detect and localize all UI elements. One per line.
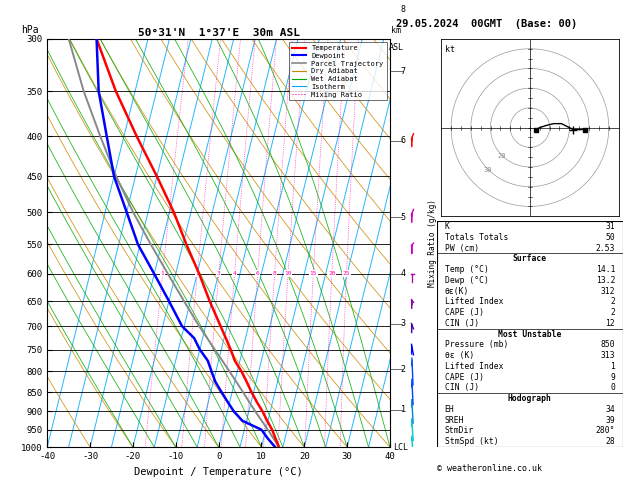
Text: 2: 2 [610, 308, 615, 317]
Text: 2.53: 2.53 [596, 243, 615, 253]
Text: SREH: SREH [445, 416, 464, 425]
Text: 1: 1 [161, 271, 165, 276]
Text: kt: kt [445, 45, 455, 54]
Text: 14.1: 14.1 [596, 265, 615, 274]
Title: 50°31'N  1°37'E  30m ASL: 50°31'N 1°37'E 30m ASL [138, 28, 299, 38]
Text: 15: 15 [309, 271, 317, 276]
Text: 3: 3 [217, 271, 221, 276]
Text: 39: 39 [606, 416, 615, 425]
Text: CIN (J): CIN (J) [445, 319, 479, 328]
Text: 7: 7 [401, 67, 406, 76]
Text: θε (K): θε (K) [445, 351, 474, 360]
Text: Lifted Index: Lifted Index [445, 297, 503, 306]
Text: 12: 12 [606, 319, 615, 328]
Text: EH: EH [445, 405, 454, 414]
Text: 6: 6 [256, 271, 260, 276]
Text: ASL: ASL [389, 43, 404, 52]
Text: 4: 4 [233, 271, 237, 276]
Text: hPa: hPa [21, 25, 39, 35]
Text: 0: 0 [610, 383, 615, 392]
Text: θε(K): θε(K) [445, 287, 469, 295]
Text: 29.05.2024  00GMT  (Base: 00): 29.05.2024 00GMT (Base: 00) [396, 19, 577, 29]
Text: 312: 312 [601, 287, 615, 295]
Text: Most Unstable: Most Unstable [498, 330, 562, 339]
Text: 2: 2 [610, 297, 615, 306]
Text: 8: 8 [273, 271, 277, 276]
Text: 4: 4 [401, 269, 406, 278]
Text: © weatheronline.co.uk: © weatheronline.co.uk [437, 465, 542, 473]
Text: 30: 30 [483, 167, 492, 173]
Text: 28: 28 [606, 437, 615, 446]
Text: 10: 10 [284, 271, 292, 276]
Text: CAPE (J): CAPE (J) [445, 308, 484, 317]
Text: CAPE (J): CAPE (J) [445, 373, 484, 382]
Text: 280°: 280° [596, 427, 615, 435]
Text: Totals Totals: Totals Totals [445, 233, 508, 242]
Text: LCL: LCL [393, 443, 408, 451]
Text: 1: 1 [401, 405, 406, 414]
Text: 25: 25 [343, 271, 350, 276]
Text: 5: 5 [401, 213, 406, 222]
Text: 6: 6 [401, 136, 406, 145]
Text: 13.2: 13.2 [596, 276, 615, 285]
Text: Hodograph: Hodograph [508, 394, 552, 403]
Text: Pressure (mb): Pressure (mb) [445, 340, 508, 349]
Text: Temp (°C): Temp (°C) [445, 265, 489, 274]
Text: K: K [445, 222, 450, 231]
Text: 313: 313 [601, 351, 615, 360]
Text: 9: 9 [610, 373, 615, 382]
Text: 31: 31 [606, 222, 615, 231]
Text: Mixing Ratio (g/kg): Mixing Ratio (g/kg) [428, 199, 437, 287]
Text: Surface: Surface [513, 254, 547, 263]
Text: 20: 20 [328, 271, 336, 276]
Text: 8: 8 [401, 5, 406, 14]
Text: 1: 1 [610, 362, 615, 371]
Text: 3: 3 [401, 319, 406, 328]
Text: Lifted Index: Lifted Index [445, 362, 503, 371]
Text: 34: 34 [606, 405, 615, 414]
Text: km: km [391, 26, 401, 35]
Text: StmSpd (kt): StmSpd (kt) [445, 437, 498, 446]
Text: 2: 2 [401, 365, 406, 374]
Text: Dewp (°C): Dewp (°C) [445, 276, 489, 285]
Text: CIN (J): CIN (J) [445, 383, 479, 392]
X-axis label: Dewpoint / Temperature (°C): Dewpoint / Temperature (°C) [134, 467, 303, 477]
Text: 850: 850 [601, 340, 615, 349]
Text: 2: 2 [196, 271, 199, 276]
Text: 50: 50 [606, 233, 615, 242]
Text: StmDir: StmDir [445, 427, 474, 435]
Legend: Temperature, Dewpoint, Parcel Trajectory, Dry Adiabat, Wet Adiabat, Isotherm, Mi: Temperature, Dewpoint, Parcel Trajectory… [289, 42, 386, 100]
Text: PW (cm): PW (cm) [445, 243, 479, 253]
Text: 20: 20 [498, 153, 506, 159]
